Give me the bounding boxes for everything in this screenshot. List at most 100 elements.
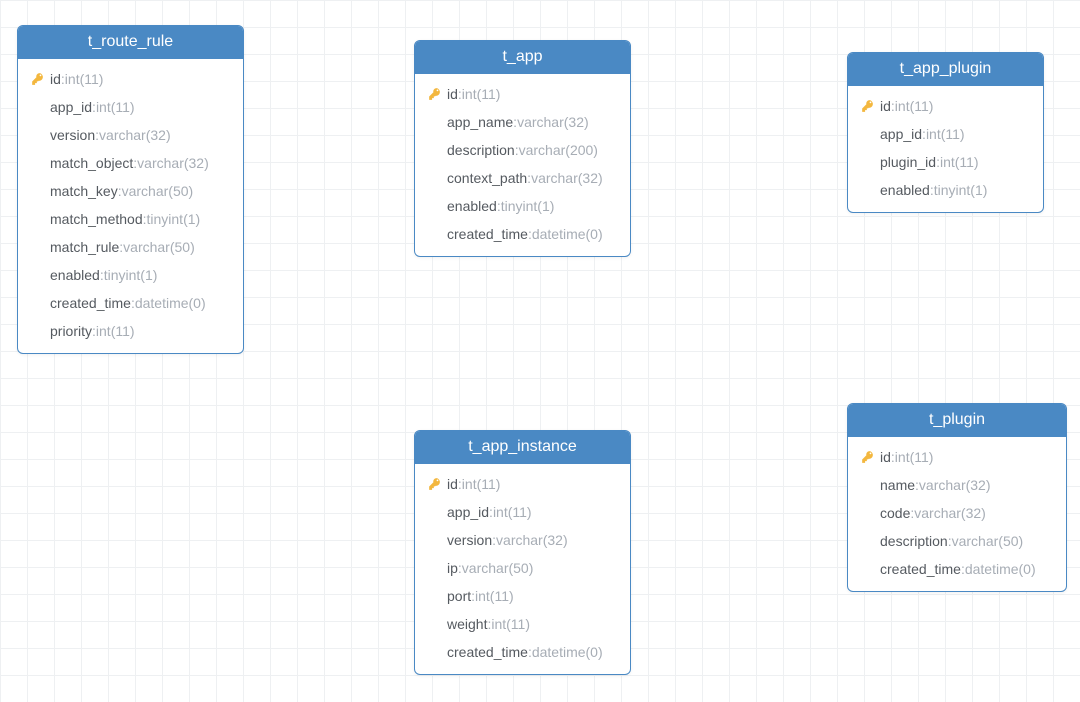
field-row: enabled: tinyint(1): [427, 192, 620, 220]
field-name: app_id: [50, 97, 92, 117]
field-type: int(11): [493, 502, 532, 522]
field-type: tinyint(1): [104, 265, 158, 285]
primary-key-icon: [860, 99, 876, 113]
field-row: created_time: datetime(0): [427, 220, 620, 248]
primary-key-icon: [427, 87, 443, 101]
field-row: match_key: varchar(50): [30, 177, 233, 205]
field-type: int(11): [940, 152, 979, 172]
field-row: description: varchar(200): [427, 136, 620, 164]
field-row: created_time: datetime(0): [427, 638, 620, 666]
field-name: description: [447, 140, 515, 160]
field-type: datetime(0): [532, 642, 603, 662]
table-t_app[interactable]: t_appid: int(11)app_name: varchar(32)des…: [414, 40, 631, 257]
field-type: tinyint(1): [501, 196, 555, 216]
field-name: id: [447, 84, 458, 104]
field-row: context_path: varchar(32): [427, 164, 620, 192]
primary-key-icon: [428, 477, 442, 491]
field-name: id: [447, 474, 458, 494]
table-header: t_app: [415, 41, 630, 74]
field-name: context_path: [447, 168, 527, 188]
field-type: int(11): [65, 69, 104, 89]
field-type: tinyint(1): [147, 209, 201, 229]
field-row: port: int(11): [427, 582, 620, 610]
field-name: app_id: [880, 124, 922, 144]
field-type: int(11): [926, 124, 965, 144]
field-row: created_time: datetime(0): [860, 555, 1056, 583]
primary-key-icon: [427, 477, 443, 491]
field-type: varchar(32): [517, 112, 589, 132]
field-type: int(11): [895, 447, 934, 467]
field-type: varchar(50): [123, 237, 195, 257]
field-name: match_key: [50, 181, 118, 201]
primary-key-icon: [30, 72, 46, 86]
primary-key-icon: [428, 87, 442, 101]
field-type: datetime(0): [135, 293, 206, 313]
field-name: app_name: [447, 112, 513, 132]
field-row: enabled: tinyint(1): [30, 261, 233, 289]
table-body: id: int(11)name: varchar(32)code: varcha…: [848, 437, 1066, 591]
primary-key-icon: [861, 450, 875, 464]
field-type: varchar(32): [531, 168, 603, 188]
field-type: int(11): [96, 321, 135, 341]
field-type: int(11): [96, 97, 135, 117]
table-body: id: int(11)app_id: int(11)plugin_id: int…: [848, 86, 1043, 212]
table-header: t_plugin: [848, 404, 1066, 437]
field-type: varchar(50): [952, 531, 1024, 551]
table-body: id: int(11)app_id: int(11)version: varch…: [415, 464, 630, 674]
field-name: created_time: [447, 642, 528, 662]
table-header: t_app_plugin: [848, 53, 1043, 86]
field-type: varchar(50): [462, 558, 534, 578]
field-row: app_name: varchar(32): [427, 108, 620, 136]
field-name: weight: [447, 614, 487, 634]
field-type: int(11): [462, 84, 501, 104]
table-t_app_plugin[interactable]: t_app_pluginid: int(11)app_id: int(11)pl…: [847, 52, 1044, 213]
field-row: match_method: tinyint(1): [30, 205, 233, 233]
field-name: enabled: [447, 196, 497, 216]
table-t_plugin[interactable]: t_plugin id: int(11)name: varchar(32) code…: [847, 403, 1067, 592]
field-name: id: [880, 96, 891, 116]
field-name: code: [880, 503, 910, 523]
field-type: varchar(32): [919, 475, 991, 495]
field-row: app_id: int(11): [860, 120, 1033, 148]
field-row: ip: varchar(50): [427, 554, 620, 582]
field-type: datetime(0): [965, 559, 1036, 579]
field-row: id: int(11): [860, 92, 1033, 120]
field-name: enabled: [880, 180, 930, 200]
table-t_app_instance[interactable]: t_app_instanceid: int(11)app_id: int(11)…: [414, 430, 631, 675]
field-row: id: int(11): [860, 443, 1056, 471]
field-name: plugin_id: [880, 152, 936, 172]
field-name: created_time: [447, 224, 528, 244]
table-body: id: int(11)app_id: int(11)version: varch…: [18, 59, 243, 353]
field-type: varchar(32): [99, 125, 171, 145]
field-name: name: [880, 475, 915, 495]
field-name: id: [880, 447, 891, 467]
primary-key-icon: [860, 450, 876, 464]
primary-key-icon: [861, 99, 875, 113]
field-type: int(11): [462, 474, 501, 494]
field-name: match_rule: [50, 237, 119, 257]
field-row: version: varchar(32): [427, 526, 620, 554]
table-t_route_rule[interactable]: t_route_ruleid: int(11)app_id: int(11)ve…: [17, 25, 244, 354]
field-type: datetime(0): [532, 224, 603, 244]
field-name: created_time: [50, 293, 131, 313]
field-name: version: [447, 530, 492, 550]
field-name: priority: [50, 321, 92, 341]
field-type: varchar(50): [122, 181, 194, 201]
field-type: int(11): [895, 96, 934, 116]
field-row: version: varchar(32): [30, 121, 233, 149]
field-row: priority: int(11): [30, 317, 233, 345]
field-row: id: int(11): [427, 470, 620, 498]
field-row: id: int(11): [30, 65, 233, 93]
field-row: plugin_id: int(11): [860, 148, 1033, 176]
field-row: match_object: varchar(32): [30, 149, 233, 177]
field-row: app_id: int(11): [30, 93, 233, 121]
field-name: match_object: [50, 153, 133, 173]
field-row: match_rule: varchar(50): [30, 233, 233, 261]
field-row: weight: int(11): [427, 610, 620, 638]
field-name: port: [447, 586, 471, 606]
field-row: enabled: tinyint(1): [860, 176, 1033, 204]
field-type: int(11): [491, 614, 530, 634]
field-row: created_time: datetime(0): [30, 289, 233, 317]
field-name: app_id: [447, 502, 489, 522]
field-row: name: varchar(32): [860, 471, 1056, 499]
